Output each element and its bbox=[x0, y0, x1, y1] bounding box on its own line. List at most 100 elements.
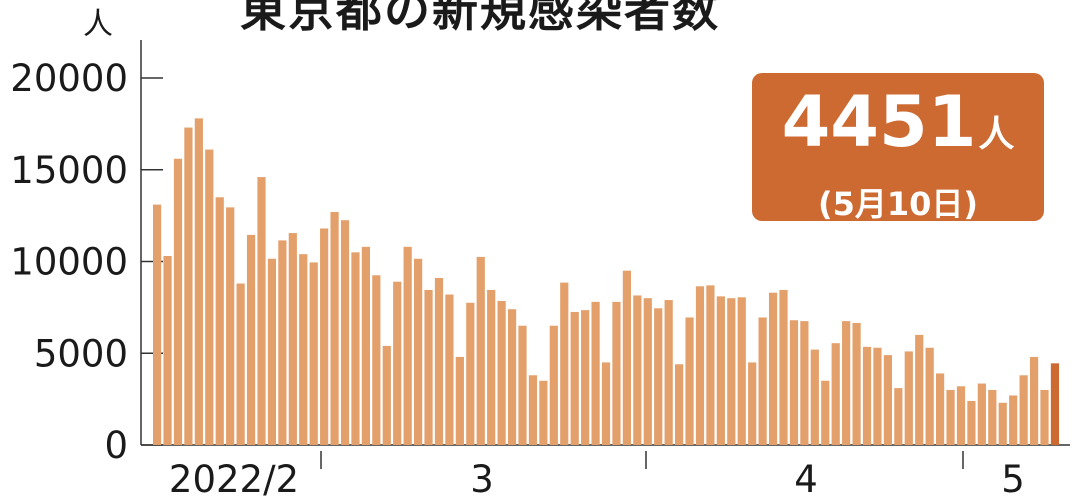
bar bbox=[998, 402, 1007, 445]
y-tick-label: 5000 bbox=[34, 332, 128, 375]
bar bbox=[487, 289, 496, 445]
x-tick-label: 3 bbox=[470, 458, 494, 501]
bar bbox=[330, 211, 339, 445]
bar bbox=[1009, 395, 1018, 445]
bar bbox=[414, 258, 423, 445]
bar bbox=[466, 302, 475, 445]
bar bbox=[340, 220, 350, 445]
bar bbox=[852, 322, 861, 445]
bar bbox=[612, 301, 621, 445]
bar bbox=[320, 228, 329, 445]
bar bbox=[288, 233, 297, 445]
y-tick-label: 10000 bbox=[10, 241, 128, 284]
bar bbox=[173, 158, 183, 446]
bar bbox=[570, 311, 579, 445]
bar bbox=[497, 300, 506, 445]
bar bbox=[967, 400, 976, 445]
bar bbox=[309, 262, 318, 445]
bar bbox=[257, 177, 266, 445]
bar bbox=[507, 309, 517, 445]
callout-value: 4451 bbox=[781, 81, 977, 163]
bar bbox=[163, 255, 172, 445]
bar bbox=[194, 118, 203, 446]
bar bbox=[915, 334, 924, 445]
bar bbox=[393, 281, 402, 445]
bar bbox=[434, 278, 444, 445]
bar bbox=[727, 298, 736, 445]
bar bbox=[518, 325, 527, 445]
callout-date: (5月10日) bbox=[817, 185, 979, 223]
bar bbox=[633, 295, 642, 445]
bar bbox=[549, 325, 558, 445]
x-tick-label: 2022/2 bbox=[169, 458, 299, 501]
bar bbox=[351, 252, 360, 445]
bar bbox=[1050, 363, 1060, 445]
bar bbox=[768, 292, 778, 445]
bar bbox=[946, 389, 955, 445]
bar bbox=[382, 345, 391, 445]
x-tick-label: 4 bbox=[794, 458, 818, 501]
bar bbox=[831, 343, 840, 445]
bar bbox=[1029, 356, 1039, 445]
callout-unit: 人 bbox=[978, 114, 1015, 155]
bar bbox=[591, 301, 600, 445]
bar bbox=[361, 246, 370, 445]
bar bbox=[205, 149, 214, 445]
bar bbox=[664, 300, 673, 445]
bar bbox=[622, 270, 631, 445]
bar bbox=[601, 362, 611, 445]
bar bbox=[904, 351, 913, 445]
bar bbox=[894, 388, 903, 445]
bar bbox=[936, 373, 945, 445]
bar bbox=[403, 246, 412, 445]
bar bbox=[267, 258, 277, 445]
bar bbox=[977, 383, 986, 445]
bar bbox=[246, 234, 256, 445]
bar bbox=[862, 346, 872, 445]
bar bbox=[581, 310, 590, 445]
bar bbox=[278, 240, 287, 445]
x-tick-label: 5 bbox=[1001, 458, 1025, 501]
y-tick-label: 20000 bbox=[10, 57, 128, 100]
bar bbox=[236, 283, 245, 445]
bar bbox=[706, 285, 715, 445]
bar bbox=[988, 389, 997, 445]
bar bbox=[539, 380, 548, 445]
bar bbox=[925, 347, 934, 445]
y-axis-unit-label: 人 bbox=[83, 7, 113, 42]
bar bbox=[821, 380, 830, 445]
bar bbox=[737, 297, 746, 445]
bar bbox=[675, 364, 684, 445]
bar bbox=[153, 204, 162, 445]
bar bbox=[789, 320, 799, 445]
bar bbox=[883, 355, 892, 445]
bar bbox=[215, 197, 224, 445]
bar bbox=[560, 282, 569, 445]
bar bbox=[779, 289, 788, 445]
bar bbox=[299, 254, 308, 445]
bar bbox=[842, 321, 851, 445]
bar bbox=[810, 349, 819, 445]
bar bbox=[528, 375, 538, 445]
bar bbox=[873, 347, 882, 445]
bar bbox=[226, 207, 235, 445]
bar bbox=[445, 294, 454, 445]
bar bbox=[372, 275, 381, 445]
bar bbox=[654, 308, 663, 445]
bar bbox=[685, 317, 694, 445]
bar bbox=[476, 256, 485, 445]
bar bbox=[748, 362, 757, 445]
bar bbox=[716, 296, 725, 445]
bar bbox=[184, 127, 193, 446]
bar bbox=[758, 317, 767, 445]
bar bbox=[643, 298, 652, 445]
callout-value-line: 4451人 bbox=[752, 83, 1044, 180]
y-tick-label: 0 bbox=[104, 424, 128, 467]
bar bbox=[695, 286, 705, 445]
bar bbox=[800, 321, 809, 445]
bar bbox=[424, 289, 433, 445]
y-tick-label: 15000 bbox=[10, 149, 128, 192]
latest-value-callout: 4451人 (5月10日) bbox=[752, 73, 1044, 223]
